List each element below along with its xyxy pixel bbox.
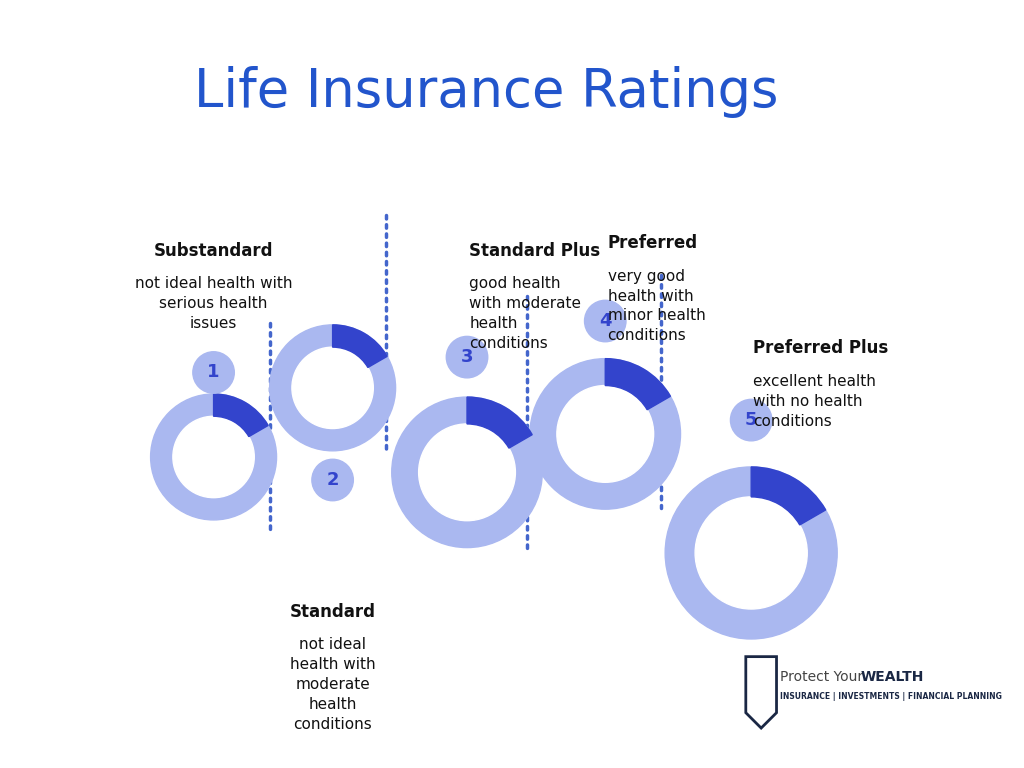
Text: 2: 2 — [327, 471, 339, 489]
Text: not ideal health with
serious health
issues: not ideal health with serious health iss… — [135, 276, 292, 331]
Wedge shape — [467, 397, 532, 449]
Text: WEALTH: WEALTH — [861, 670, 925, 684]
Circle shape — [269, 325, 395, 451]
Circle shape — [312, 459, 353, 501]
Circle shape — [392, 397, 543, 548]
Circle shape — [695, 497, 807, 609]
Text: 5: 5 — [744, 411, 758, 429]
Circle shape — [530, 359, 681, 509]
Text: Protect Your: Protect Your — [780, 670, 868, 684]
Circle shape — [193, 352, 234, 393]
Wedge shape — [752, 467, 825, 525]
Text: Substandard: Substandard — [154, 242, 273, 260]
Text: Preferred: Preferred — [607, 234, 697, 252]
Text: good health
with moderate
health
conditions: good health with moderate health conditi… — [469, 276, 582, 351]
Circle shape — [585, 300, 626, 342]
Circle shape — [173, 416, 254, 498]
Circle shape — [292, 347, 374, 429]
Circle shape — [730, 399, 772, 441]
Text: Preferred Plus: Preferred Plus — [754, 339, 889, 357]
Text: not ideal
health with
moderate
health
conditions: not ideal health with moderate health co… — [290, 637, 376, 732]
Text: Life Insurance Ratings: Life Insurance Ratings — [194, 66, 778, 118]
Text: 3: 3 — [461, 348, 473, 366]
Text: excellent health
with no health
conditions: excellent health with no health conditio… — [754, 374, 877, 429]
Text: Standard Plus: Standard Plus — [469, 242, 600, 260]
Circle shape — [419, 424, 515, 521]
Wedge shape — [214, 394, 268, 436]
Text: 1: 1 — [207, 363, 220, 382]
Text: 4: 4 — [599, 312, 611, 330]
Text: INSURANCE | INVESTMENTS | FINANCIAL PLANNING: INSURANCE | INVESTMENTS | FINANCIAL PLAN… — [780, 692, 1002, 701]
Text: very good
health with
minor health
conditions: very good health with minor health condi… — [607, 269, 706, 343]
Circle shape — [151, 394, 276, 520]
Circle shape — [446, 336, 487, 378]
Wedge shape — [333, 325, 387, 368]
Text: Standard: Standard — [290, 603, 376, 621]
Circle shape — [666, 467, 838, 639]
Wedge shape — [605, 359, 671, 410]
Circle shape — [557, 386, 653, 482]
